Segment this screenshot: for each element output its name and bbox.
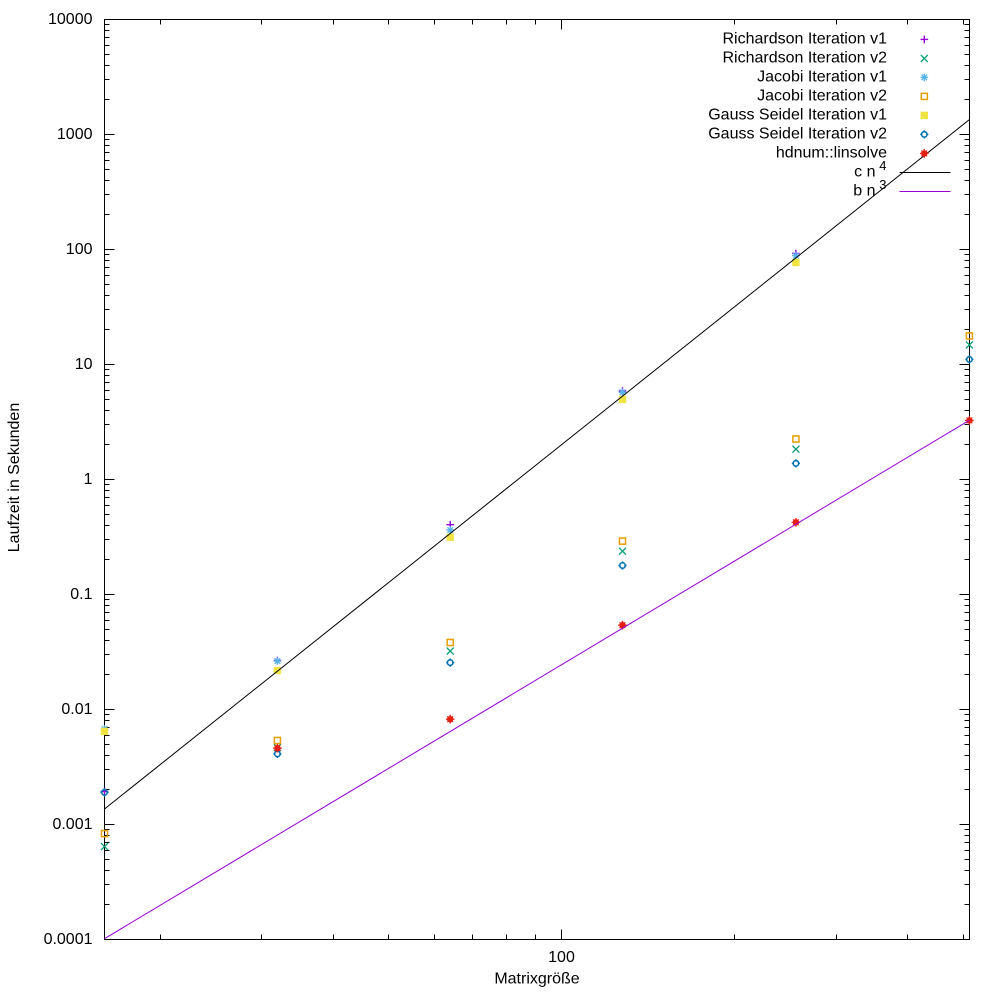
svg-text:0.001: 0.001 <box>52 816 92 833</box>
svg-text:0.0001: 0.0001 <box>44 931 93 948</box>
svg-text:10000: 10000 <box>48 11 93 28</box>
svg-text:b n: b n <box>853 183 875 200</box>
svg-text:100: 100 <box>548 949 575 966</box>
svg-text:hdnum::linsolve: hdnum::linsolve <box>776 145 887 162</box>
svg-text:Gauss Seidel Iteration v1: Gauss Seidel Iteration v1 <box>708 107 887 124</box>
svg-text:Richardson Iteration v2: Richardson Iteration v2 <box>722 50 887 67</box>
svg-text:Gauss Seidel Iteration v2: Gauss Seidel Iteration v2 <box>708 126 887 143</box>
svg-text:Jacobi Iteration v2: Jacobi Iteration v2 <box>757 88 887 105</box>
svg-text:Laufzeit in Sekunden: Laufzeit in Sekunden <box>6 403 23 552</box>
svg-text:Matrixgröße: Matrixgröße <box>494 971 579 988</box>
svg-text:c n: c n <box>854 164 875 181</box>
svg-text:Jacobi Iteration v1: Jacobi Iteration v1 <box>757 69 887 86</box>
svg-text:3: 3 <box>879 177 886 192</box>
svg-text:0.1: 0.1 <box>70 586 92 603</box>
svg-text:0.01: 0.01 <box>61 701 92 718</box>
svg-text:4: 4 <box>879 158 886 173</box>
svg-text:10: 10 <box>75 356 93 373</box>
svg-text:1000: 1000 <box>57 126 93 143</box>
svg-text:Richardson Iteration v1: Richardson Iteration v1 <box>722 31 887 48</box>
svg-text:1: 1 <box>84 471 93 488</box>
svg-text:100: 100 <box>66 241 93 258</box>
